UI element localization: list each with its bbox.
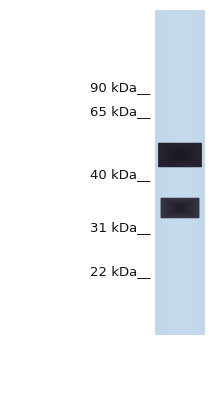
Bar bbox=[187, 10, 189, 335]
Bar bbox=[185, 10, 186, 335]
Bar bbox=[174, 10, 175, 335]
Bar bbox=[199, 10, 200, 335]
Bar bbox=[155, 10, 156, 335]
Bar bbox=[158, 10, 159, 335]
Bar bbox=[184, 10, 185, 335]
Bar bbox=[178, 10, 179, 335]
Bar bbox=[159, 10, 160, 335]
Bar bbox=[194, 10, 195, 335]
FancyBboxPatch shape bbox=[158, 143, 202, 167]
FancyBboxPatch shape bbox=[161, 198, 199, 218]
FancyBboxPatch shape bbox=[168, 147, 192, 163]
Text: 31 kDa__: 31 kDa__ bbox=[90, 222, 150, 234]
Text: 90 kDa__: 90 kDa__ bbox=[90, 82, 150, 94]
FancyBboxPatch shape bbox=[162, 198, 198, 218]
FancyBboxPatch shape bbox=[165, 146, 195, 164]
Bar bbox=[175, 10, 176, 335]
Bar bbox=[190, 10, 191, 335]
FancyBboxPatch shape bbox=[174, 204, 186, 212]
Bar bbox=[155, 10, 205, 335]
FancyBboxPatch shape bbox=[173, 150, 187, 160]
Bar bbox=[204, 10, 205, 335]
FancyBboxPatch shape bbox=[163, 145, 197, 165]
Bar bbox=[192, 10, 194, 335]
Bar bbox=[176, 10, 178, 335]
Bar bbox=[180, 10, 181, 335]
Bar bbox=[167, 10, 169, 335]
FancyBboxPatch shape bbox=[165, 199, 195, 217]
Bar bbox=[191, 10, 192, 335]
FancyBboxPatch shape bbox=[171, 202, 189, 214]
Bar bbox=[183, 10, 184, 335]
FancyBboxPatch shape bbox=[169, 201, 191, 215]
Bar bbox=[181, 10, 183, 335]
Bar bbox=[160, 10, 161, 335]
Bar bbox=[156, 10, 158, 335]
FancyBboxPatch shape bbox=[170, 148, 190, 161]
Bar bbox=[170, 10, 171, 335]
Bar bbox=[200, 10, 201, 335]
FancyBboxPatch shape bbox=[160, 143, 200, 167]
Bar bbox=[163, 10, 164, 335]
Bar bbox=[179, 10, 180, 335]
Bar bbox=[186, 10, 187, 335]
FancyBboxPatch shape bbox=[158, 142, 202, 168]
Bar bbox=[169, 10, 170, 335]
Bar bbox=[195, 10, 196, 335]
Bar bbox=[164, 10, 165, 335]
FancyBboxPatch shape bbox=[160, 197, 200, 219]
FancyBboxPatch shape bbox=[167, 200, 193, 216]
Bar bbox=[196, 10, 198, 335]
Bar bbox=[172, 10, 174, 335]
Bar bbox=[161, 10, 163, 335]
Bar bbox=[202, 10, 204, 335]
Bar bbox=[189, 10, 190, 335]
Text: 40 kDa__: 40 kDa__ bbox=[90, 168, 150, 182]
Bar bbox=[171, 10, 172, 335]
Bar bbox=[165, 10, 166, 335]
FancyBboxPatch shape bbox=[176, 151, 185, 159]
Bar bbox=[201, 10, 202, 335]
FancyBboxPatch shape bbox=[176, 204, 184, 212]
Bar bbox=[166, 10, 167, 335]
Bar bbox=[198, 10, 199, 335]
Text: 65 kDa__: 65 kDa__ bbox=[90, 106, 150, 118]
Text: 22 kDa__: 22 kDa__ bbox=[90, 266, 150, 278]
